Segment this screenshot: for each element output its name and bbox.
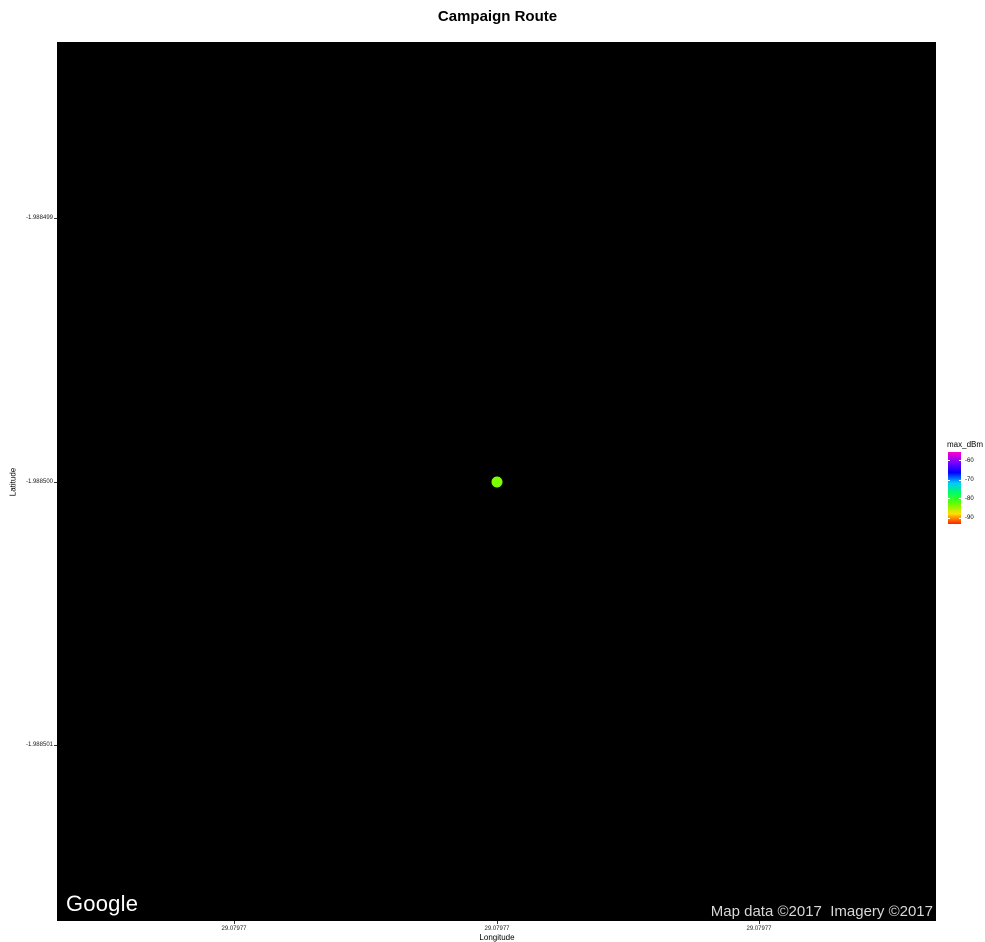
color-legend: max_dBm -60 -70 -80 -90 [947, 440, 985, 530]
y-tick-mark [54, 745, 57, 746]
legend-title: max_dBm [947, 440, 984, 449]
map-panel[interactable]: Google Map data ©2017 Imagery ©2017 [57, 42, 936, 921]
x-tick-mark [234, 921, 235, 924]
chart-title: Campaign Route [437, 8, 558, 25]
y-axis-label: Latitude [8, 467, 18, 497]
legend-tick-label: -60 [965, 458, 974, 464]
x-tick-label: 29.07977 [221, 926, 247, 932]
route-point [491, 476, 502, 487]
map-attribution: Map data ©2017 Imagery ©2017 [710, 903, 933, 920]
y-tick-label: -1.988499 [25, 215, 53, 221]
x-tick-label: 29.07977 [746, 926, 772, 932]
google-logo: Google [66, 891, 139, 916]
y-tick-mark [54, 482, 57, 483]
y-tick-mark [54, 218, 57, 219]
x-axis-label: Longitude [479, 933, 515, 942]
x-tick-label: 29.07977 [484, 926, 510, 932]
x-tick-mark [759, 921, 760, 924]
legend-colorbar [948, 452, 961, 524]
legend-tick-label: -70 [965, 477, 974, 483]
y-tick-label: -1.988500 [25, 479, 53, 485]
legend-tick-label: -80 [965, 496, 974, 502]
y-tick-label: -1.988501 [25, 742, 53, 748]
x-tick-mark [497, 921, 498, 924]
legend-tick-label: -90 [965, 515, 974, 521]
